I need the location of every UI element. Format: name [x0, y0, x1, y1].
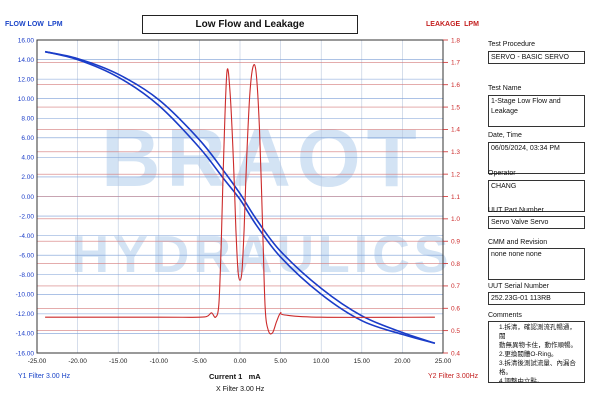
comment-line: 4.調整中立點。 — [499, 377, 582, 383]
comment-line: 3.拆清後測試流量、內漏合 — [499, 359, 582, 368]
y-left-tick-label: 14.00 — [18, 57, 35, 64]
y-left-tick-label: -2.00 — [19, 213, 34, 220]
y-right-tick-label: 1.2 — [451, 171, 460, 178]
y-left-tick-label: 6.00 — [21, 135, 34, 142]
y-left-tick-label: -16.00 — [16, 350, 35, 357]
operator-label: Operator — [488, 170, 516, 177]
x-filter: X Filter 3.00 Hz — [216, 386, 264, 393]
x-tick-label: -10.00 — [150, 358, 169, 365]
grid — [37, 40, 443, 353]
comments-label: Comments — [488, 312, 522, 319]
y-right-tick-label: 0.4 — [451, 350, 460, 357]
comments-list: 1.拆清，確認測流孔暢通，閥 動無異物卡住，動作順暢。 2.更換閥體O-Ring。 3… — [491, 323, 582, 383]
y-left-tick-label: 10.00 — [18, 96, 35, 103]
comments-box: 1.拆清，確認測流孔暢通，閥 動無異物卡住，動作順暢。 2.更換閥體O-Ring。 3… — [488, 321, 585, 383]
uut-serial-value: 252.23G-01 113RB — [488, 292, 585, 305]
y-right-tick-label: 0.5 — [451, 328, 460, 335]
y-right-tick-label: 1.7 — [451, 60, 460, 67]
uut-part-label: UUT Part Number — [488, 207, 544, 214]
x-tick-label: -5.00 — [192, 358, 207, 365]
y-left-tick-label: 12.00 — [18, 76, 35, 83]
comment-line: 動無異物卡住，動作順暢。 — [499, 341, 582, 350]
x-tick-label: 0.00 — [234, 358, 247, 365]
x-tick-label: 5.00 — [274, 358, 287, 365]
y-left-tick-label: -12.00 — [16, 311, 35, 318]
y-left-tick-label: 4.00 — [21, 155, 34, 162]
y-left-tick-label: -10.00 — [16, 292, 35, 299]
comment-line: 1.拆清，確認測流孔暢通，閥 — [499, 323, 582, 341]
y-left-tick-label: 0.00 — [21, 194, 34, 201]
y-left-tick-label: 16.00 — [18, 37, 35, 44]
y-left-tick-label: -14.00 — [16, 331, 35, 338]
x-tick-label: 15.00 — [354, 358, 371, 365]
x-tick-label: -15.00 — [109, 358, 128, 365]
test-name-value: 1-Stage Low Flow and Leakage — [488, 95, 585, 127]
y-right-tick-label: 1.1 — [451, 194, 460, 201]
x-tick-label: -20.00 — [68, 358, 87, 365]
x-tick-label: -25.00 — [28, 358, 47, 365]
y-right-tick-label: 0.6 — [451, 306, 460, 313]
test-name-label: Test Name — [488, 85, 521, 92]
y-right-tick-label: 1.3 — [451, 149, 460, 156]
y-right-tick-label: 0.8 — [451, 261, 460, 268]
x-tick-label: 25.00 — [435, 358, 452, 365]
uut-part-value: Servo Valve Servo — [488, 216, 585, 229]
y-right-tick-label: 1.5 — [451, 104, 460, 111]
date-label: Date, Time — [488, 132, 522, 139]
test-procedure-label: Test Procedure — [488, 41, 535, 48]
y-right-tick-label: 1.0 — [451, 216, 460, 223]
cmm-value: none none none — [488, 248, 585, 280]
y-left-tick-label: -8.00 — [19, 272, 34, 279]
y2-filter: Y2 Filter 3.00Hz — [428, 373, 478, 380]
y-right-tick-label: 1.8 — [451, 37, 460, 44]
y-left-tick-label: -6.00 — [19, 252, 34, 259]
y1-filter: Y1 Filter 3.00 Hz — [18, 373, 70, 380]
x-tick-label: 10.00 — [313, 358, 330, 365]
y-right-tick-label: 0.9 — [451, 239, 460, 246]
cmm-label: CMM and Revision — [488, 239, 547, 246]
y-left-tick-label: 2.00 — [21, 174, 34, 181]
x-tick-label: 20.00 — [394, 358, 411, 365]
test-procedure-value: SERVO - BASIC SERVO — [488, 51, 585, 64]
x-axis-label: Current 1 mA — [209, 372, 261, 381]
y-right-tick-label: 1.4 — [451, 127, 460, 134]
y-right-tick-label: 1.6 — [451, 82, 460, 89]
y-left-tick-label: 8.00 — [21, 116, 34, 123]
comment-line: 格。 — [499, 368, 582, 377]
uut-serial-label: UUT Serial Number — [488, 283, 549, 290]
y-left-tick-label: -4.00 — [19, 233, 34, 240]
y-right-tick-label: 0.7 — [451, 283, 460, 290]
comment-line: 2.更換閥體O-Ring。 — [499, 350, 582, 359]
